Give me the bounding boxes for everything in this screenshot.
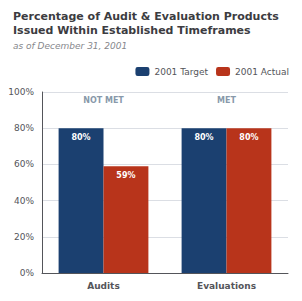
svg-text:Percentage of Audit & Evaluati: Percentage of Audit & Evaluation Product… [13, 10, 279, 23]
svg-text:20%: 20% [14, 232, 34, 242]
svg-text:60%: 60% [14, 159, 34, 169]
svg-text:Issued Within Established Time: Issued Within Established Timeframes [13, 24, 251, 37]
svg-text:Audits: Audits [87, 281, 120, 291]
svg-text:0%: 0% [20, 268, 35, 278]
svg-text:80%: 80% [194, 133, 213, 142]
svg-text:80%: 80% [71, 133, 90, 142]
svg-text:100%: 100% [8, 87, 34, 97]
svg-text:MET: MET [217, 96, 236, 105]
svg-text:2001 Target: 2001 Target [154, 67, 208, 77]
svg-text:Evaluations: Evaluations [197, 281, 256, 291]
svg-text:80%: 80% [239, 133, 258, 142]
svg-text:NOT MET: NOT MET [83, 96, 124, 105]
svg-text:2001 Actual: 2001 Actual [235, 67, 289, 77]
svg-text:80%: 80% [14, 123, 34, 133]
svg-text:40%: 40% [14, 196, 34, 206]
svg-text:59%: 59% [116, 171, 135, 180]
svg-text:as of December 31, 2001: as of December 31, 2001 [13, 41, 127, 51]
